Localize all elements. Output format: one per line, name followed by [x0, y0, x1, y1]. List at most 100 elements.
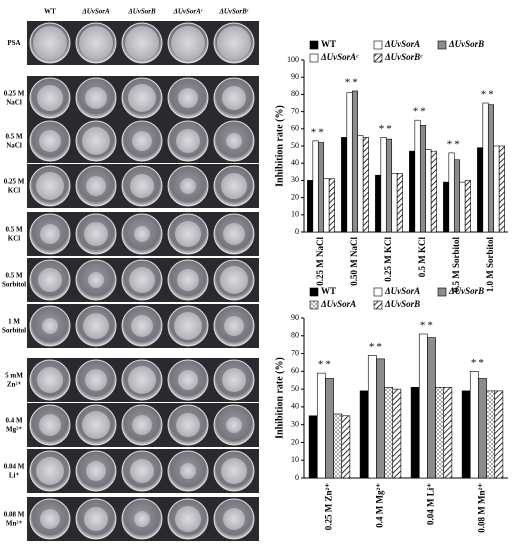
bar	[418, 333, 428, 479]
bar	[494, 390, 504, 479]
legend-swatch	[437, 40, 447, 50]
bar	[427, 337, 436, 479]
y-tick-label: 70	[291, 106, 299, 115]
legend-label: ΔUvSorBᶜ	[384, 52, 423, 62]
y-tick-label: 10	[291, 455, 299, 464]
y-tick-label: 80	[291, 331, 299, 340]
bar	[333, 413, 343, 479]
significance-label: **	[420, 320, 435, 332]
y-tick-label: 0	[295, 227, 299, 236]
bar	[316, 372, 326, 479]
significance-label: **	[471, 357, 486, 369]
colony	[226, 133, 242, 149]
colony	[82, 127, 110, 155]
colony	[178, 88, 198, 108]
bar	[375, 174, 382, 233]
bar	[469, 371, 479, 479]
row-label: 0.25 M KCl	[4, 177, 25, 194]
bar	[376, 358, 385, 479]
colony	[175, 506, 201, 532]
legend-swatch	[373, 40, 383, 50]
bar	[384, 387, 394, 479]
bar	[435, 387, 445, 479]
x-tick-label: 0.25 M Zn²⁺	[324, 483, 334, 530]
bar	[396, 173, 403, 233]
bar	[312, 140, 319, 233]
colony	[40, 224, 60, 244]
y-tick-label: 20	[291, 192, 299, 201]
y-tick-label: 50	[291, 141, 299, 150]
colony	[176, 129, 200, 153]
y-tick-label: 40	[291, 402, 299, 411]
colony	[131, 315, 153, 337]
legend-label: ΔUvSorA	[384, 39, 420, 49]
colony	[223, 223, 245, 245]
y-tick-label: 40	[291, 158, 299, 167]
significance-label: **	[311, 126, 326, 138]
bar	[493, 145, 500, 233]
legend-label: ΔUvSorB	[448, 39, 484, 49]
legend-swatch	[373, 287, 383, 297]
bar	[325, 378, 334, 479]
colony	[224, 316, 244, 336]
column-label: ΔUvSorA	[81, 8, 110, 16]
row-label: 0.5 M KCl	[5, 225, 23, 242]
bar	[478, 378, 487, 479]
column-label: ΔUvSorB	[127, 8, 156, 16]
row-label: 1 M Sorbitol	[2, 317, 26, 334]
significance-label: **	[318, 359, 333, 371]
bar	[351, 90, 359, 233]
colony	[37, 367, 63, 393]
y-tick-label: 60	[291, 124, 299, 133]
row-label: 5 mM Zn²⁺	[5, 371, 23, 388]
y-tick-label: 30	[291, 175, 299, 184]
legend-label: ΔUvSorA	[384, 286, 420, 296]
x-tick-label: 0.5 M KCl	[417, 237, 427, 278]
colony	[177, 269, 199, 291]
x-tick-label: 0.4 M Mg²⁺	[375, 483, 385, 528]
colony	[36, 172, 64, 200]
legend-swatch	[309, 300, 319, 310]
bar	[464, 180, 471, 233]
colony	[222, 86, 246, 110]
colony	[86, 461, 106, 481]
x-tick-label: 0.04 M Li⁺	[426, 483, 436, 525]
bar	[341, 415, 351, 479]
colony	[84, 507, 108, 531]
y-tick-label: 30	[291, 419, 299, 428]
colony	[180, 463, 196, 479]
legend-swatch	[309, 53, 319, 63]
x-tick-label: 0.25 M KCl	[383, 237, 393, 282]
legend-swatch	[309, 40, 319, 50]
colony	[38, 268, 62, 292]
y-tick-label: 50	[291, 384, 299, 393]
colony	[180, 178, 196, 194]
colony	[37, 85, 63, 111]
row-label: 0.25 M NaCl	[4, 89, 25, 106]
row-label: 0.5 M Sorbitol	[2, 271, 26, 288]
significance-label: **	[413, 106, 428, 118]
bar	[307, 180, 314, 233]
significance-label: **	[369, 341, 384, 353]
row-label: 0.4 M Mg²⁺	[5, 416, 23, 433]
bar	[391, 173, 398, 233]
colony	[33, 26, 67, 60]
legend-swatch	[373, 53, 383, 63]
bar	[414, 119, 421, 233]
colony	[36, 457, 64, 485]
bar	[461, 390, 471, 479]
legend-label: ΔUvSorA	[320, 299, 356, 309]
legend-swatch	[373, 300, 383, 310]
bar	[346, 92, 353, 233]
colony	[125, 26, 159, 60]
y-tick-label: 60	[291, 366, 299, 375]
bar	[477, 147, 484, 233]
y-tick-label: 90	[291, 313, 299, 322]
colony	[129, 267, 155, 293]
bar	[453, 159, 461, 233]
bar	[409, 150, 416, 233]
bar	[357, 135, 364, 233]
bar	[380, 137, 387, 233]
colony	[79, 26, 113, 60]
column-label: ΔUvSorAᶜ	[172, 8, 202, 16]
